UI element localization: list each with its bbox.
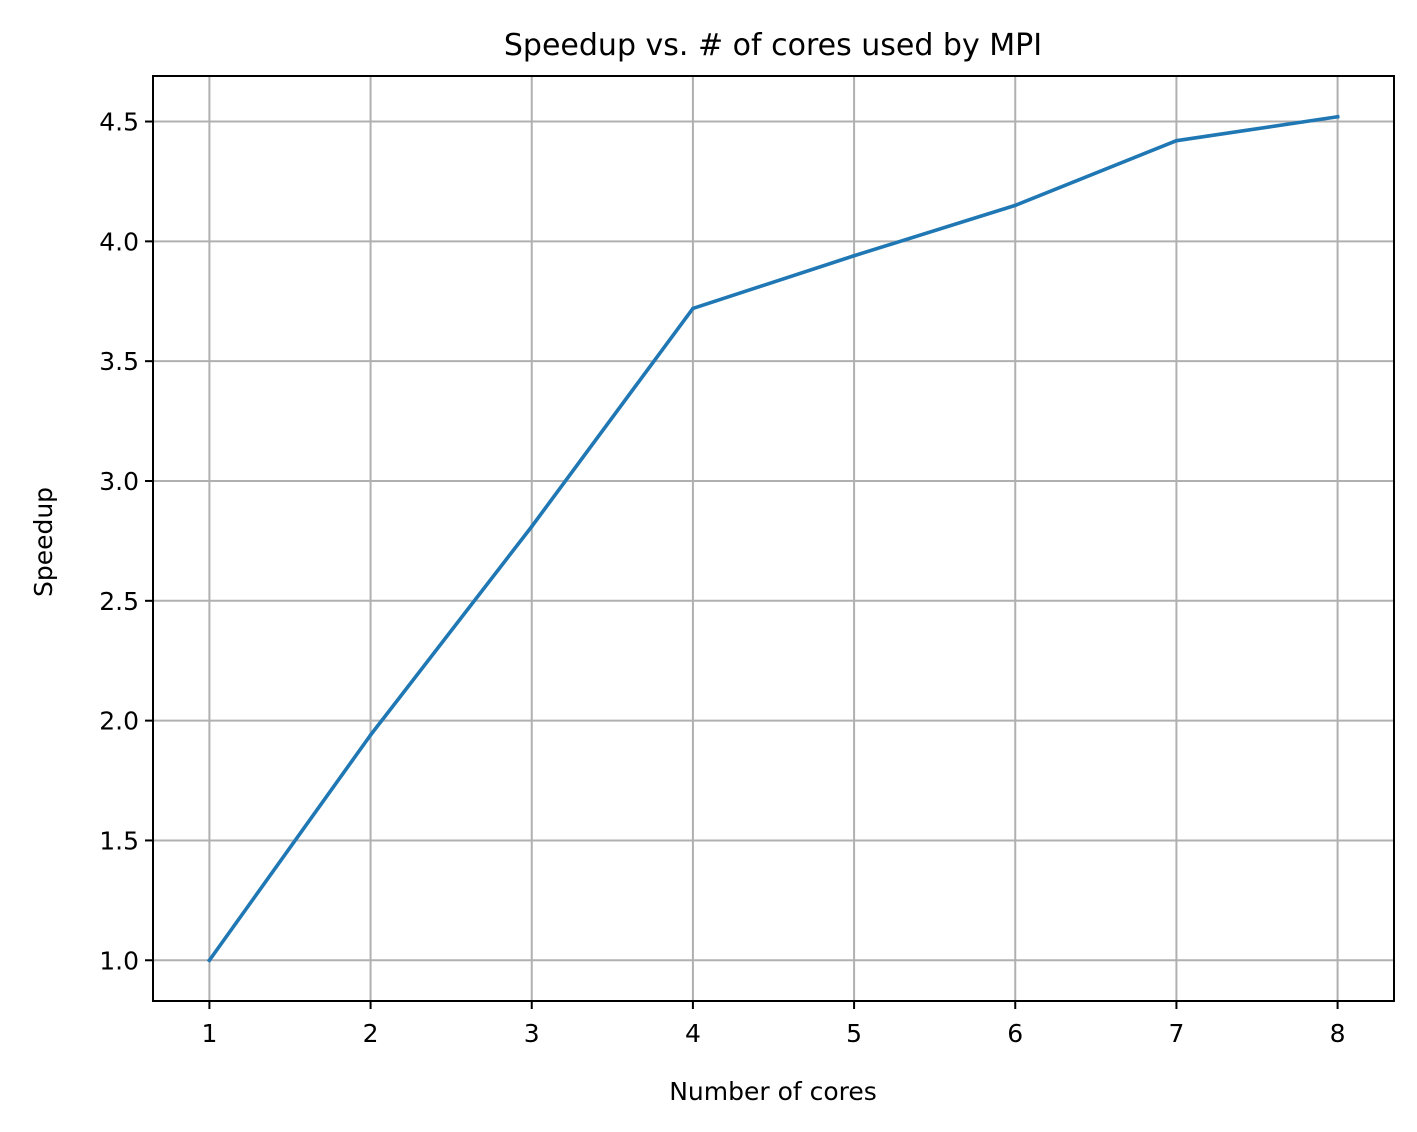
data-point <box>1335 114 1340 119</box>
x-tick-label: 1 <box>201 1019 217 1048</box>
plot-area: 1 2 3 4 5 6 7 8 1.0 1.5 2.0 2.5 3.0 3.5 4.0 4.5 <box>99 75 1395 1048</box>
y-tick-label: 4.5 <box>99 108 139 137</box>
y-tick-label: 3.5 <box>99 347 139 376</box>
x-tick-label: 6 <box>1007 1019 1023 1048</box>
series-layer <box>206 114 1340 963</box>
y-tick-label: 1.5 <box>99 826 139 855</box>
x-tick-label: 8 <box>1330 1019 1346 1048</box>
y-tick-label: 1.0 <box>99 946 139 975</box>
data-point <box>1174 138 1179 143</box>
chart-title: Speedup vs. # of cores used by MPI <box>504 28 1042 63</box>
x-axis-label: Number of cores <box>669 1077 877 1106</box>
ticks: 1 2 3 4 5 6 7 8 1.0 1.5 2.0 2.5 3.0 3.5 4.0 4.5 <box>99 108 1345 1048</box>
y-tick-label: 2.0 <box>99 707 139 736</box>
y-axis-label: Speedup <box>29 487 58 597</box>
data-point <box>852 253 856 258</box>
grid <box>153 76 1394 1001</box>
y-tick-label: 3.0 <box>99 467 139 496</box>
data-point <box>368 733 373 737</box>
data-point <box>207 958 212 963</box>
y-tick-label: 4.0 <box>99 227 139 256</box>
series-line <box>206 114 1340 963</box>
x-tick-label: 7 <box>1168 1019 1184 1048</box>
data-point <box>529 524 534 529</box>
x-tick-label: 2 <box>363 1019 379 1048</box>
x-tick-label: 4 <box>685 1019 701 1048</box>
x-tick-label: 3 <box>524 1019 540 1048</box>
data-point <box>691 306 695 311</box>
x-tick-label: 5 <box>846 1019 862 1048</box>
data-point <box>1013 203 1018 208</box>
plot-frame <box>152 75 1395 1002</box>
y-tick-label: 2.5 <box>99 587 139 616</box>
